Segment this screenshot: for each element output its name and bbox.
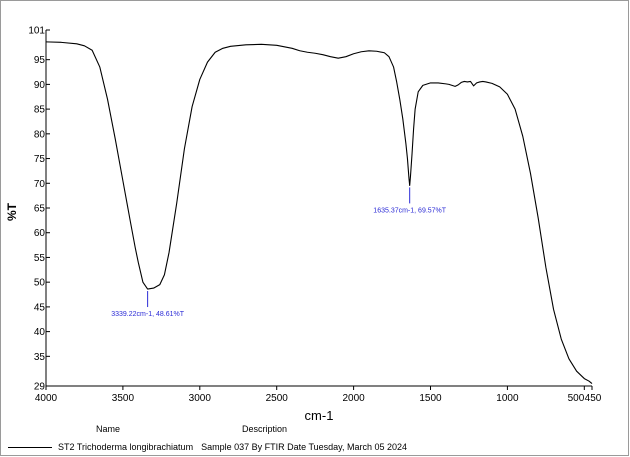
legend-entry-name: ST2 Trichoderma longibrachiatum <box>58 442 194 452</box>
annotation-label: 1635.37cm-1, 69.57%T <box>373 207 446 214</box>
y-tick-label: 45 <box>34 302 46 313</box>
y-tick-label: 50 <box>34 278 46 289</box>
y-tick-label: 101 <box>28 26 45 37</box>
plot-area <box>45 41 593 384</box>
legend-description-header: Description <box>242 424 288 434</box>
y-tick-label: 90 <box>34 80 46 91</box>
x-tick-label: 500 <box>568 393 585 404</box>
y-tick-label: 29 <box>34 382 46 393</box>
legend-entry-description: Sample 037 By FTIR Date Tuesday, March 0… <box>201 442 407 452</box>
y-tick-label: 70 <box>34 179 46 190</box>
y-axis-label: %T <box>5 202 19 221</box>
ticks: 29 35 40 45 50 55 60 65 70 75 80 85 90 95 101 4000 3500 3… <box>28 26 601 405</box>
y-tick-label: 55 <box>34 253 46 264</box>
x-tick-label: 2000 <box>342 393 365 404</box>
legend-entry: ST2 Trichoderma longibrachiatum Sample 0… <box>8 441 407 453</box>
x-tick-label: 1000 <box>496 393 519 404</box>
legend-swatch <box>8 446 52 448</box>
y-tick-label: 65 <box>34 204 46 215</box>
y-tick-label: 75 <box>34 154 46 165</box>
x-tick-label: 1500 <box>419 393 442 404</box>
legend-name-header: Name <box>96 424 121 434</box>
x-tick-label: 3500 <box>112 393 135 404</box>
x-axis-label: cm-1 <box>305 408 334 423</box>
x-tick-label: 2500 <box>266 393 289 404</box>
y-tick-label: 80 <box>34 129 46 140</box>
y-tick-label: 60 <box>34 228 46 239</box>
x-end-tick-label: 450 <box>585 393 602 404</box>
y-tick-label: 35 <box>34 352 46 363</box>
annotations: 3339.22cm-1, 48.61%T 1635.37cm-1, 69.57%T <box>111 187 447 318</box>
x-tick-label: 4000 <box>35 393 58 404</box>
y-tick-label: 40 <box>34 327 46 338</box>
spectrum-line <box>45 41 593 384</box>
y-tick-label: 95 <box>34 55 46 66</box>
x-tick-label: 3000 <box>189 393 212 404</box>
annotation-label: 3339.22cm-1, 48.61%T <box>111 311 184 318</box>
y-tick-label: 85 <box>34 105 46 116</box>
